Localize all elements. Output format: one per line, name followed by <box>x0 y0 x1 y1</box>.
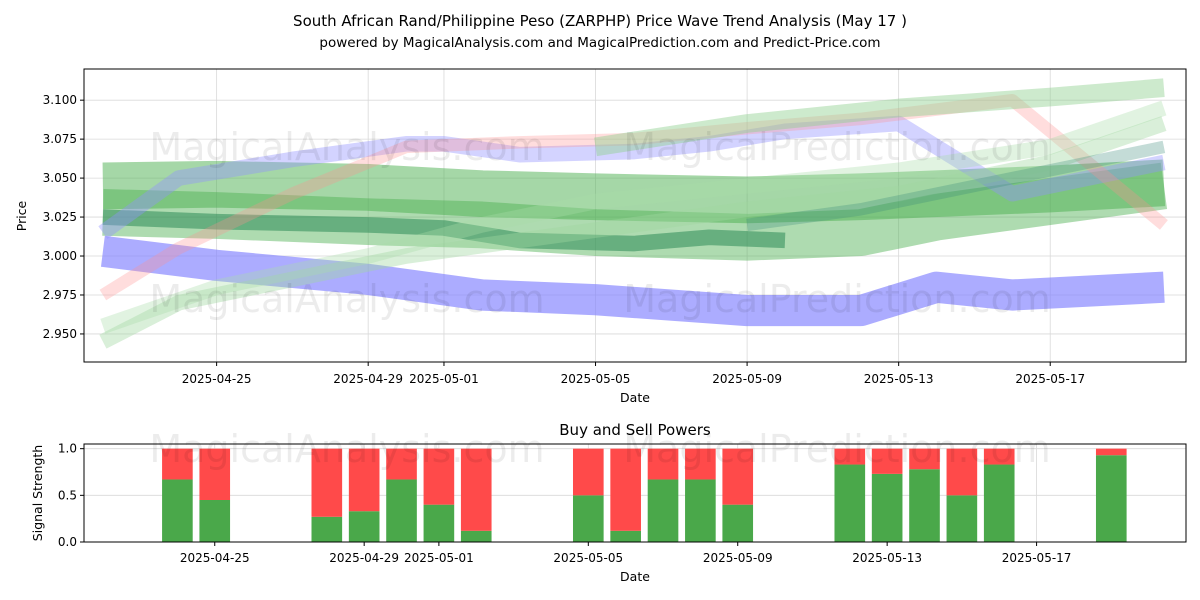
price-y-tick-label: 2.950 <box>43 327 77 341</box>
buy-bar <box>946 495 978 542</box>
buy-sell-plot: Buy and Sell Powers MagicalAnalysis.com … <box>30 421 1187 584</box>
purple-upper-band <box>98 115 1166 239</box>
buy-sell-x-axis-label: Date <box>620 569 650 584</box>
price-y-tick-label: 2.975 <box>43 288 77 302</box>
light-green-top-band <box>594 78 1165 157</box>
buy-bar <box>647 479 679 542</box>
price-y-tick-label: 3.025 <box>43 210 77 224</box>
price-y-tick-label: 3.000 <box>43 249 77 263</box>
buy-sell-bars <box>162 448 1127 542</box>
sell-bar <box>722 448 754 505</box>
sell-bar <box>386 448 417 480</box>
price-wave-bands <box>98 78 1168 349</box>
buy-sell-y-tick-label: 0.5 <box>58 488 77 502</box>
buy-bar <box>423 504 455 542</box>
buy-bar <box>311 516 343 542</box>
price-x-tick-label: 2025-05-05 <box>561 372 631 386</box>
sell-bar <box>647 448 679 480</box>
sell-bar <box>423 448 455 505</box>
buy-bar <box>348 511 380 542</box>
sell-bar <box>199 448 231 500</box>
blue-low-band <box>100 235 1165 327</box>
price-wave-plot: MagicalAnalysis.com MagicalPrediction.co… <box>14 68 1187 405</box>
buy-bar <box>909 469 940 542</box>
sell-bar <box>610 448 641 531</box>
sell-bar <box>1095 448 1127 456</box>
watermark-analysis-top: MagicalAnalysis.com <box>149 125 544 169</box>
sell-bar <box>685 448 716 480</box>
buy-sell-x-tick-label: 2025-05-05 <box>553 551 623 565</box>
green-wide-band <box>102 159 1166 224</box>
price-x-tick-label: 2025-05-09 <box>712 372 782 386</box>
buy-bar <box>722 504 754 542</box>
sell-bar <box>162 448 193 480</box>
watermark-analysis-mid: MagicalAnalysis.com <box>149 277 544 321</box>
price-x-tick-label: 2025-04-29 <box>333 372 403 386</box>
chart-subtitle: powered by MagicalAnalysis.com and Magic… <box>319 35 880 51</box>
buy-bar <box>460 530 492 542</box>
buy-bar <box>834 464 866 542</box>
price-x-tick-label: 2025-05-17 <box>1015 372 1085 386</box>
price-y-axis-label: Price <box>14 200 29 231</box>
buy-bar <box>1095 455 1127 542</box>
sell-bar <box>572 448 604 496</box>
sell-bar <box>311 448 343 517</box>
buy-sell-x-tick-label: 2025-04-25 <box>180 551 250 565</box>
light-green-low-band <box>99 116 1167 349</box>
price-x-tick-label: 2025-04-25 <box>182 372 252 386</box>
price-x-tick-label: 2025-05-13 <box>864 372 934 386</box>
chart-title: South African Rand/Philippine Peso (ZARP… <box>293 12 907 30</box>
price-plot-frame <box>83 68 1187 363</box>
buy-sell-y-tick-label: 0.0 <box>58 535 77 549</box>
price-x-axis-label: Date <box>620 390 650 405</box>
watermark-prediction-mid: MagicalPrediction.com <box>623 277 1051 321</box>
buy-sell-y-ticks: 0.0 0.5 1.0 <box>58 442 84 549</box>
sell-bar <box>946 448 978 496</box>
sell-bar <box>983 448 1015 465</box>
buy-bar <box>983 464 1015 542</box>
buy-sell-x-ticks: 2025-04-25 2025-04-29 2025-05-01 2025-05-05… <box>180 542 1072 565</box>
sell-bar <box>348 448 380 512</box>
buy-sell-plot-frame <box>83 443 1187 543</box>
buy-bar <box>572 495 604 542</box>
buy-bar <box>871 473 903 542</box>
buy-sell-x-tick-label: 2025-05-09 <box>703 551 773 565</box>
dark-green-band <box>102 209 786 252</box>
price-y-tick-label: 3.075 <box>43 132 77 146</box>
buy-bar <box>610 530 641 542</box>
price-x-tick-label: 2025-05-01 <box>409 372 479 386</box>
sell-bar <box>460 448 492 531</box>
buy-bar <box>386 479 417 542</box>
buy-sell-x-tick-label: 2025-05-01 <box>404 551 474 565</box>
watermark-analysis-bottom: MagicalAnalysis.com <box>149 427 544 471</box>
price-y-ticks: 2.950 2.975 3.000 3.025 3.050 3.075 3.100 <box>43 93 84 341</box>
light-green-mid-band <box>100 100 1167 334</box>
buy-bar <box>162 479 193 542</box>
pink-band <box>99 93 1168 301</box>
watermark-prediction-bottom: MagicalPrediction.com <box>623 427 1051 471</box>
buy-sell-title: Buy and Sell Powers <box>559 421 711 439</box>
price-y-tick-label: 3.100 <box>43 93 77 107</box>
buy-sell-y-axis-label: Signal Strength <box>30 445 45 541</box>
buy-bar <box>685 479 716 542</box>
buy-sell-x-tick-label: 2025-04-29 <box>329 551 399 565</box>
watermark-prediction-top: MagicalPrediction.com <box>623 125 1051 169</box>
price-y-tick-label: 3.050 <box>43 171 77 185</box>
buy-sell-x-tick-label: 2025-05-13 <box>852 551 922 565</box>
price-x-ticks: 2025-04-25 2025-04-29 2025-05-01 2025-05-05… <box>182 362 1085 386</box>
buy-sell-x-tick-label: 2025-05-17 <box>1002 551 1072 565</box>
buy-sell-y-tick-label: 1.0 <box>58 442 77 456</box>
sell-bar <box>909 448 940 470</box>
sell-bar <box>871 448 903 474</box>
teal-rising-band <box>746 140 1166 232</box>
buy-bar <box>199 500 231 542</box>
sell-bar <box>834 448 866 465</box>
